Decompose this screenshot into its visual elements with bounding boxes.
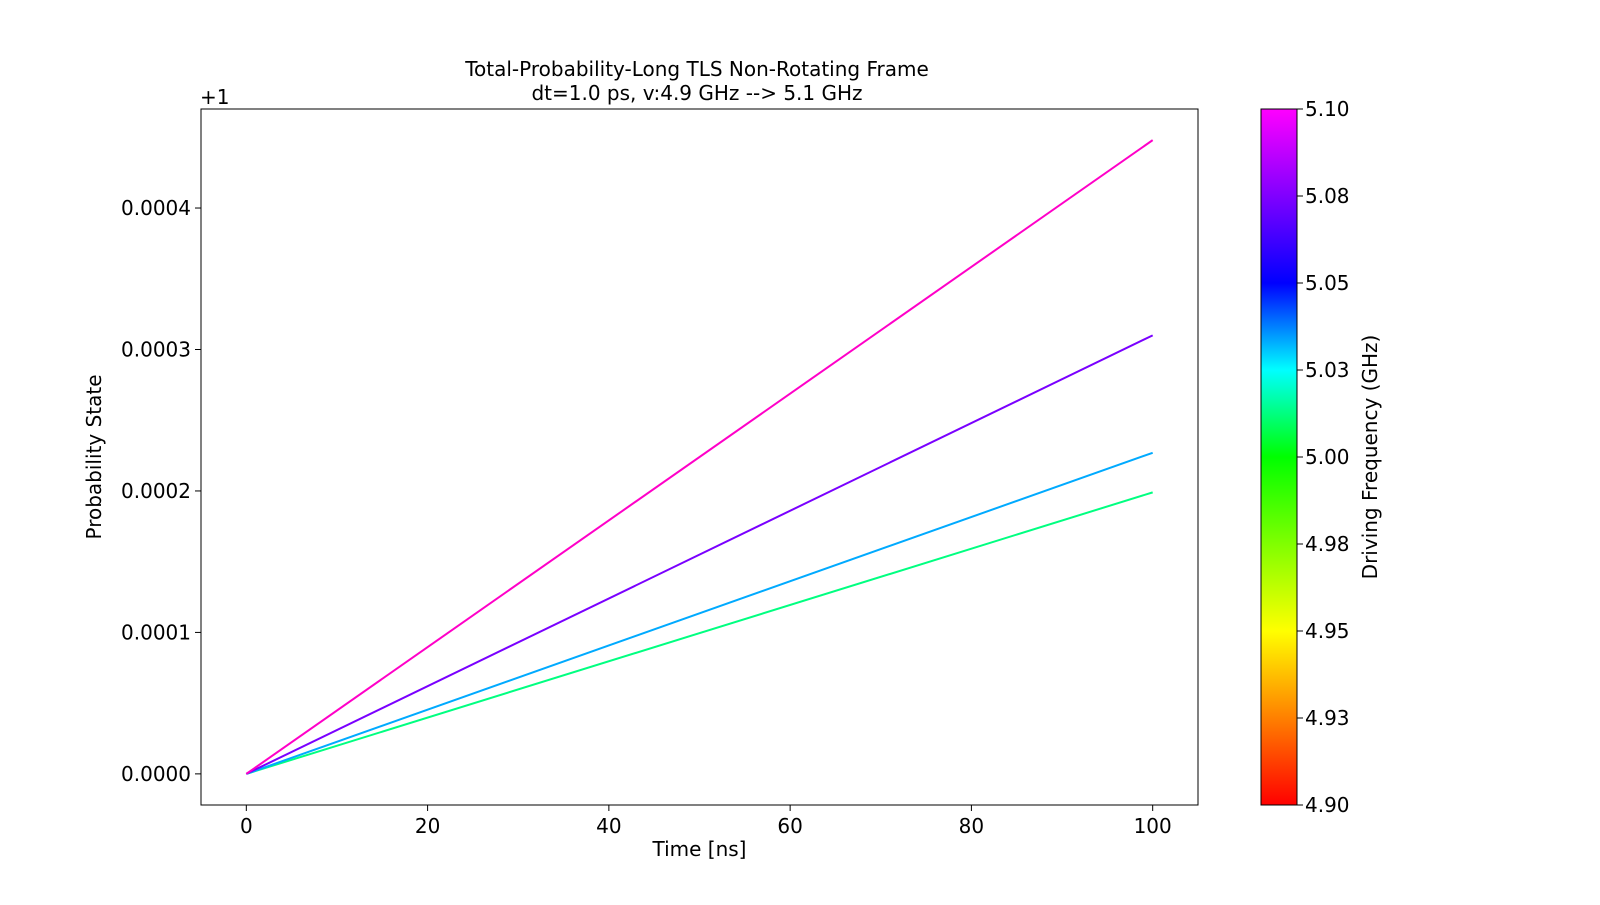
y-axis-label: Probability State [82,374,106,539]
x-tick-label: 60 [777,814,802,838]
y-axis: 0.0000 0.0001 0.0002 0.0003 0.0004 [121,196,201,786]
colorbar-tick-label: 5.08 [1305,184,1350,208]
x-axis-label: Time [ns] [651,837,746,861]
x-tick-label: 0 [240,814,253,838]
chart-title: Total-Probability-Long TLS Non-Rotating … [464,57,929,81]
colorbar-tick-label: 4.93 [1305,706,1350,730]
y-tick-label: 0.0002 [121,479,191,503]
series-line-4 [245,139,1154,775]
x-tick-label: 100 [1134,814,1172,838]
plot-area [245,139,1154,775]
x-tick-label: 40 [596,814,621,838]
chart-subtitle: dt=1.0 ps, v:4.9 GHz --> 5.1 GHz [531,81,862,105]
x-axis: 0 20 40 60 80 100 [240,805,1172,838]
x-tick-label: 80 [959,814,984,838]
colorbar-tick-label: 5.03 [1305,358,1350,382]
colorbar-axis: 4.90 4.93 4.95 4.98 5.00 5.03 5.05 5.08 5.10 [1297,97,1350,817]
colorbar-tick-label: 4.98 [1305,532,1350,556]
x-tick-label: 20 [415,814,440,838]
y-tick-label: 0.0003 [121,337,191,361]
plot-frame [200,108,1199,806]
y-tick-label: 0.0000 [121,762,191,786]
y-offset-label: +1 [200,85,229,109]
y-tick-label: 0.0001 [121,620,191,644]
series-line-1 [246,491,1153,775]
colorbar-label: Driving Frequency (GHz) [1358,335,1382,580]
series-line-2 [245,451,1154,775]
colorbar-tick-label: 4.95 [1305,619,1350,643]
colorbar-tick-label: 5.00 [1305,445,1350,469]
colorbar-tick-label: 5.10 [1305,97,1350,121]
series-line-3 [245,334,1154,775]
y-tick-label: 0.0004 [121,196,191,220]
colorbar-tick-label: 5.05 [1305,271,1350,295]
colorbar [1260,108,1298,806]
colorbar-tick-label: 4.90 [1305,793,1350,817]
